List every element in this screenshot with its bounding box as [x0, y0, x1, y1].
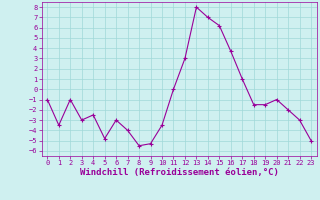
X-axis label: Windchill (Refroidissement éolien,°C): Windchill (Refroidissement éolien,°C) [80, 168, 279, 177]
